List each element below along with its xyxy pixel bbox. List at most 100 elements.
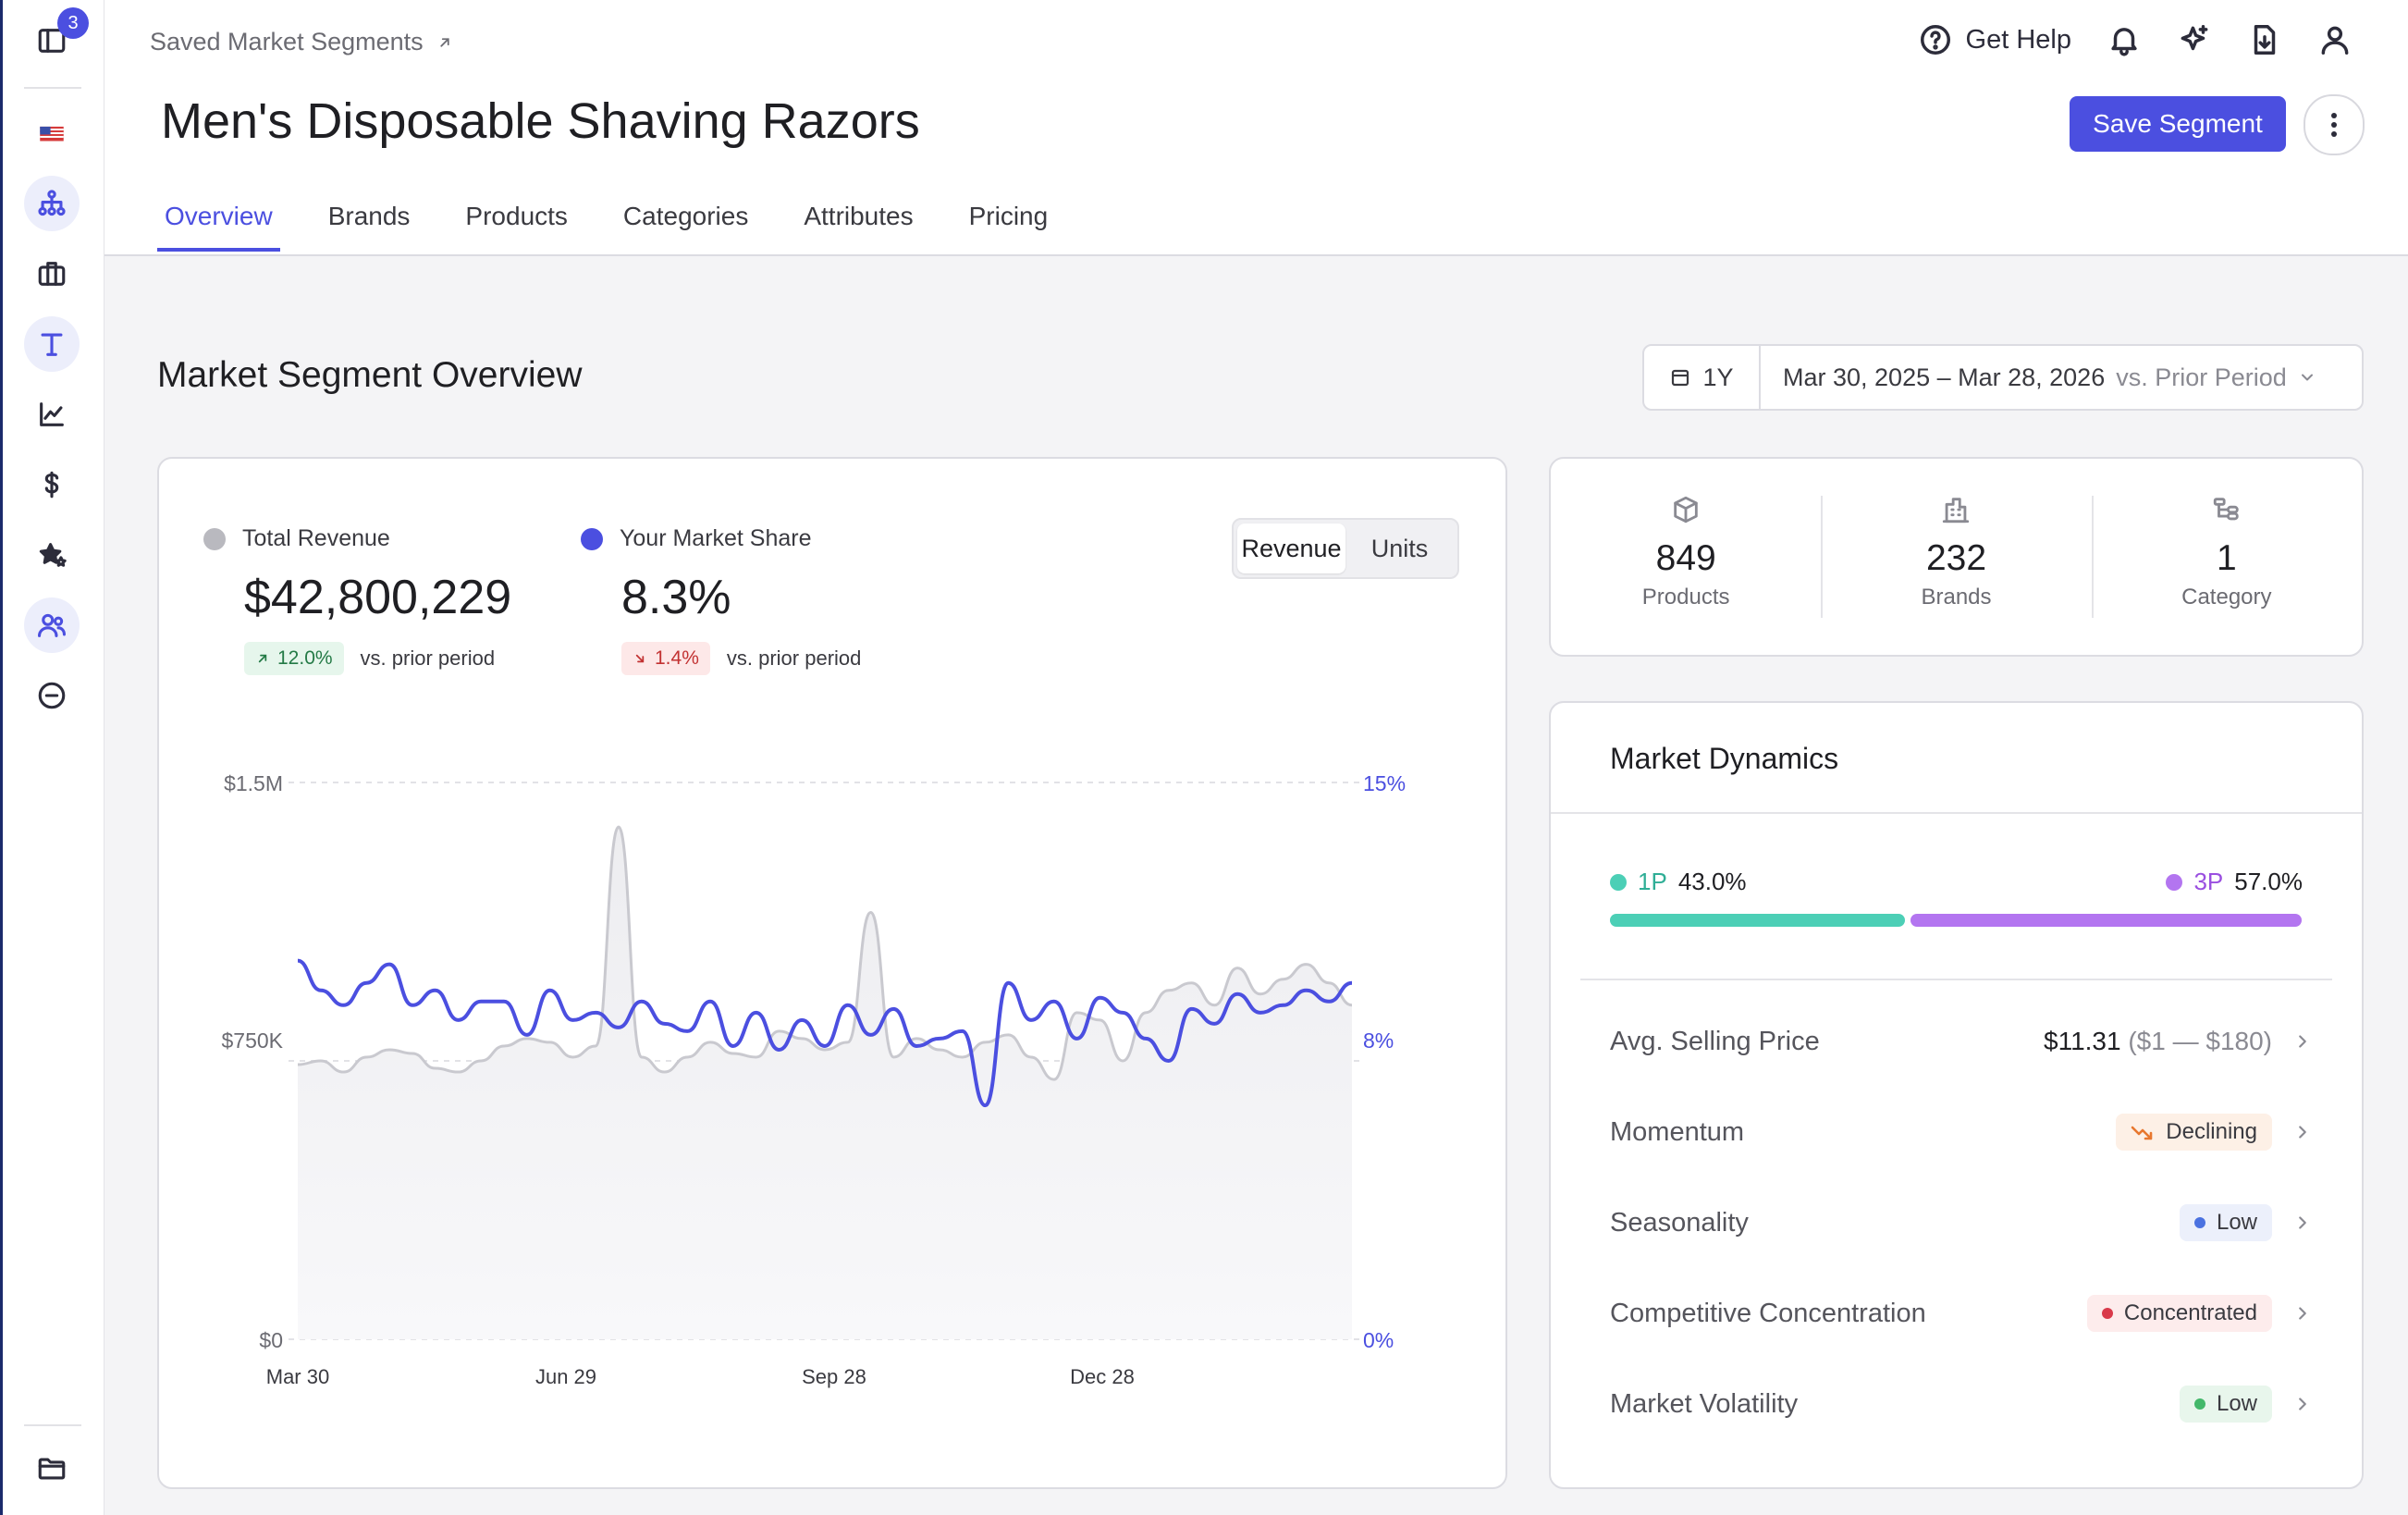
revenue-vs-text: vs. prior period: [360, 647, 496, 670]
tab-pricing[interactable]: Pricing: [968, 202, 1049, 230]
category-count[interactable]: 1 Category: [2091, 459, 2362, 655]
trend-down-icon: [2131, 1126, 2153, 1140]
brands-count-value: 232: [1925, 538, 1987, 578]
products-count[interactable]: 849 Products: [1551, 459, 1821, 655]
box-icon: [1674, 496, 1698, 523]
metric-row-seasonality[interactable]: Seasonality Low: [1610, 1195, 2313, 1250]
save-segment-button[interactable]: Save Segment: [2070, 96, 2286, 152]
more-options-button[interactable]: [2304, 94, 2365, 155]
status-dot: [2193, 1398, 2205, 1410]
products-count-label: Products: [1641, 585, 1730, 610]
download-file-icon[interactable]: [2247, 22, 2282, 57]
briefcase-icon[interactable]: [24, 246, 80, 302]
metric-label: Market Volatility: [1610, 1388, 1799, 1419]
compare-label: vs. Prior Period: [2116, 363, 2287, 391]
panel-toggle-icon[interactable]: [24, 13, 80, 68]
third-party-dot: [2166, 873, 2183, 891]
notification-badge: 3: [57, 7, 89, 39]
first-party-dot: [1610, 873, 1627, 891]
revenue-line: [297, 825, 1353, 1081]
metric-row-asp[interactable]: Avg. Selling Price $11.31 ($1 — $180): [1610, 1014, 2313, 1069]
third-party-bar: [1910, 914, 2302, 927]
tab-overview[interactable]: Overview: [157, 196, 280, 252]
question-circle-icon: [1920, 25, 1950, 55]
arrow-up-right-icon: [258, 654, 267, 663]
asp-value: $11.31 ($1 — $180): [2044, 1027, 2272, 1056]
y-left-tick-label: $750K: [221, 1028, 283, 1053]
y-left-tick-label: $0: [259, 1328, 283, 1352]
first-party-value: 43.0%: [1677, 868, 1747, 895]
share-delta: 1.4% vs. prior period: [621, 642, 861, 675]
x-tick-label: Sep 28: [802, 1365, 866, 1388]
tab-brands[interactable]: Brands: [327, 202, 411, 230]
metric-toggle: Revenue Units: [1232, 518, 1459, 579]
more-vertical-icon: [2331, 113, 2337, 137]
chevron-right-icon: [2299, 1398, 2306, 1410]
legend-total-revenue: Total Revenue: [203, 525, 390, 552]
tab-categories[interactable]: Categories: [622, 202, 749, 230]
concentration-chip-label: Concentrated: [2123, 1300, 2257, 1325]
users-icon[interactable]: [24, 597, 80, 653]
chevron-right-icon: [2299, 1216, 2306, 1229]
trend-chart-icon[interactable]: [24, 387, 80, 442]
star-sparkle-icon[interactable]: [24, 527, 80, 583]
us-flag-icon[interactable]: [24, 105, 80, 161]
breadcrumb-label[interactable]: Saved Market Segments: [150, 28, 424, 55]
tab-products[interactable]: Products: [465, 202, 568, 230]
third-party-label: 3P: [2193, 868, 2224, 895]
bell-icon[interactable]: [2107, 22, 2142, 57]
metric-row-concentration[interactable]: Competitive Concentration Concentrated: [1610, 1286, 2313, 1341]
y-right-tick-label: 15%: [1363, 771, 1406, 795]
tab-attributes[interactable]: Attributes: [804, 202, 914, 230]
page-title: Men's Disposable Shaving Razors: [161, 93, 920, 149]
third-party-value: 57.0%: [2234, 868, 2303, 895]
revenue-delta: 12.0% vs. prior period: [244, 642, 495, 675]
text-icon[interactable]: [24, 316, 80, 372]
segment-counts-card: 849 Products 232 Brands 1 Category: [1549, 457, 2364, 657]
metric-row-volatility[interactable]: Market Volatility Low: [1610, 1376, 2313, 1432]
brands-count[interactable]: 232 Brands: [1821, 459, 2091, 655]
revenue-share-chart: $1.5M $750K $0 15% 8% 0% Mar 30 Jun 29 Sep 28 Dec…: [221, 771, 1406, 1388]
revenue-delta-pill: 12.0%: [244, 642, 344, 675]
date-range[interactable]: Mar 30, 2025 – Mar 28, 2026 vs. Prior Pe…: [1761, 363, 2316, 392]
y-right-tick-label: 0%: [1363, 1328, 1394, 1352]
share-vs-text: vs. prior period: [726, 647, 862, 670]
revenue-delta-value: 12.0%: [277, 647, 333, 669]
category-count-label: Category: [2181, 585, 2272, 610]
legend-label-revenue: Total Revenue: [242, 525, 390, 551]
first-party-bar: [1610, 914, 1906, 927]
period-selector[interactable]: 1Y: [1644, 346, 1761, 409]
category-tree-icon: [2213, 498, 2239, 521]
seasonality-chip: Low: [2179, 1204, 2272, 1241]
metric-row-momentum[interactable]: Momentum Declining: [1610, 1104, 2313, 1160]
asp-price: $11.31: [2044, 1027, 2121, 1055]
breadcrumb[interactable]: Saved Market Segments: [150, 28, 453, 56]
metric-label: Seasonality: [1610, 1207, 1749, 1238]
metric-label: Momentum: [1610, 1116, 1745, 1147]
user-account-icon[interactable]: [2317, 22, 2353, 57]
folder-icon[interactable]: [24, 1441, 80, 1497]
revenue-toggle-button[interactable]: Revenue: [1237, 523, 1345, 573]
section-title: Market Segment Overview: [157, 355, 583, 395]
volatility-chip-label: Low: [2216, 1391, 2257, 1416]
chevron-down-icon: [2301, 374, 2313, 381]
period-label: 1Y: [1702, 363, 1734, 391]
date-range-picker[interactable]: 1Y Mar 30, 2025 – Mar 28, 2026 vs. Prior…: [1642, 344, 2364, 411]
legend-market-share: Your Market Share: [581, 525, 812, 552]
chevron-right-icon: [2299, 1126, 2306, 1139]
units-toggle-button[interactable]: Units: [1370, 534, 1429, 562]
asp-range: ($1 — $180): [2128, 1027, 2272, 1055]
sparkle-icon[interactable]: [2177, 22, 2212, 57]
y-right-tick-label: 8%: [1363, 1028, 1394, 1053]
revenue-area: [298, 827, 1352, 1339]
third-party-legend: 3P 57.0%: [2166, 868, 2303, 896]
minus-circle-icon[interactable]: [24, 668, 80, 723]
market-share-value: 8.3%: [621, 571, 731, 624]
first-party-label: 1P: [1638, 868, 1667, 895]
products-count-value: 849: [1655, 538, 1716, 578]
chevron-right-icon: [2299, 1035, 2306, 1048]
share-delta-value: 1.4%: [655, 647, 699, 669]
hierarchy-icon[interactable]: [24, 176, 80, 231]
dollar-icon[interactable]: [24, 457, 80, 512]
get-help-button[interactable]: Get Help: [1918, 22, 2071, 57]
